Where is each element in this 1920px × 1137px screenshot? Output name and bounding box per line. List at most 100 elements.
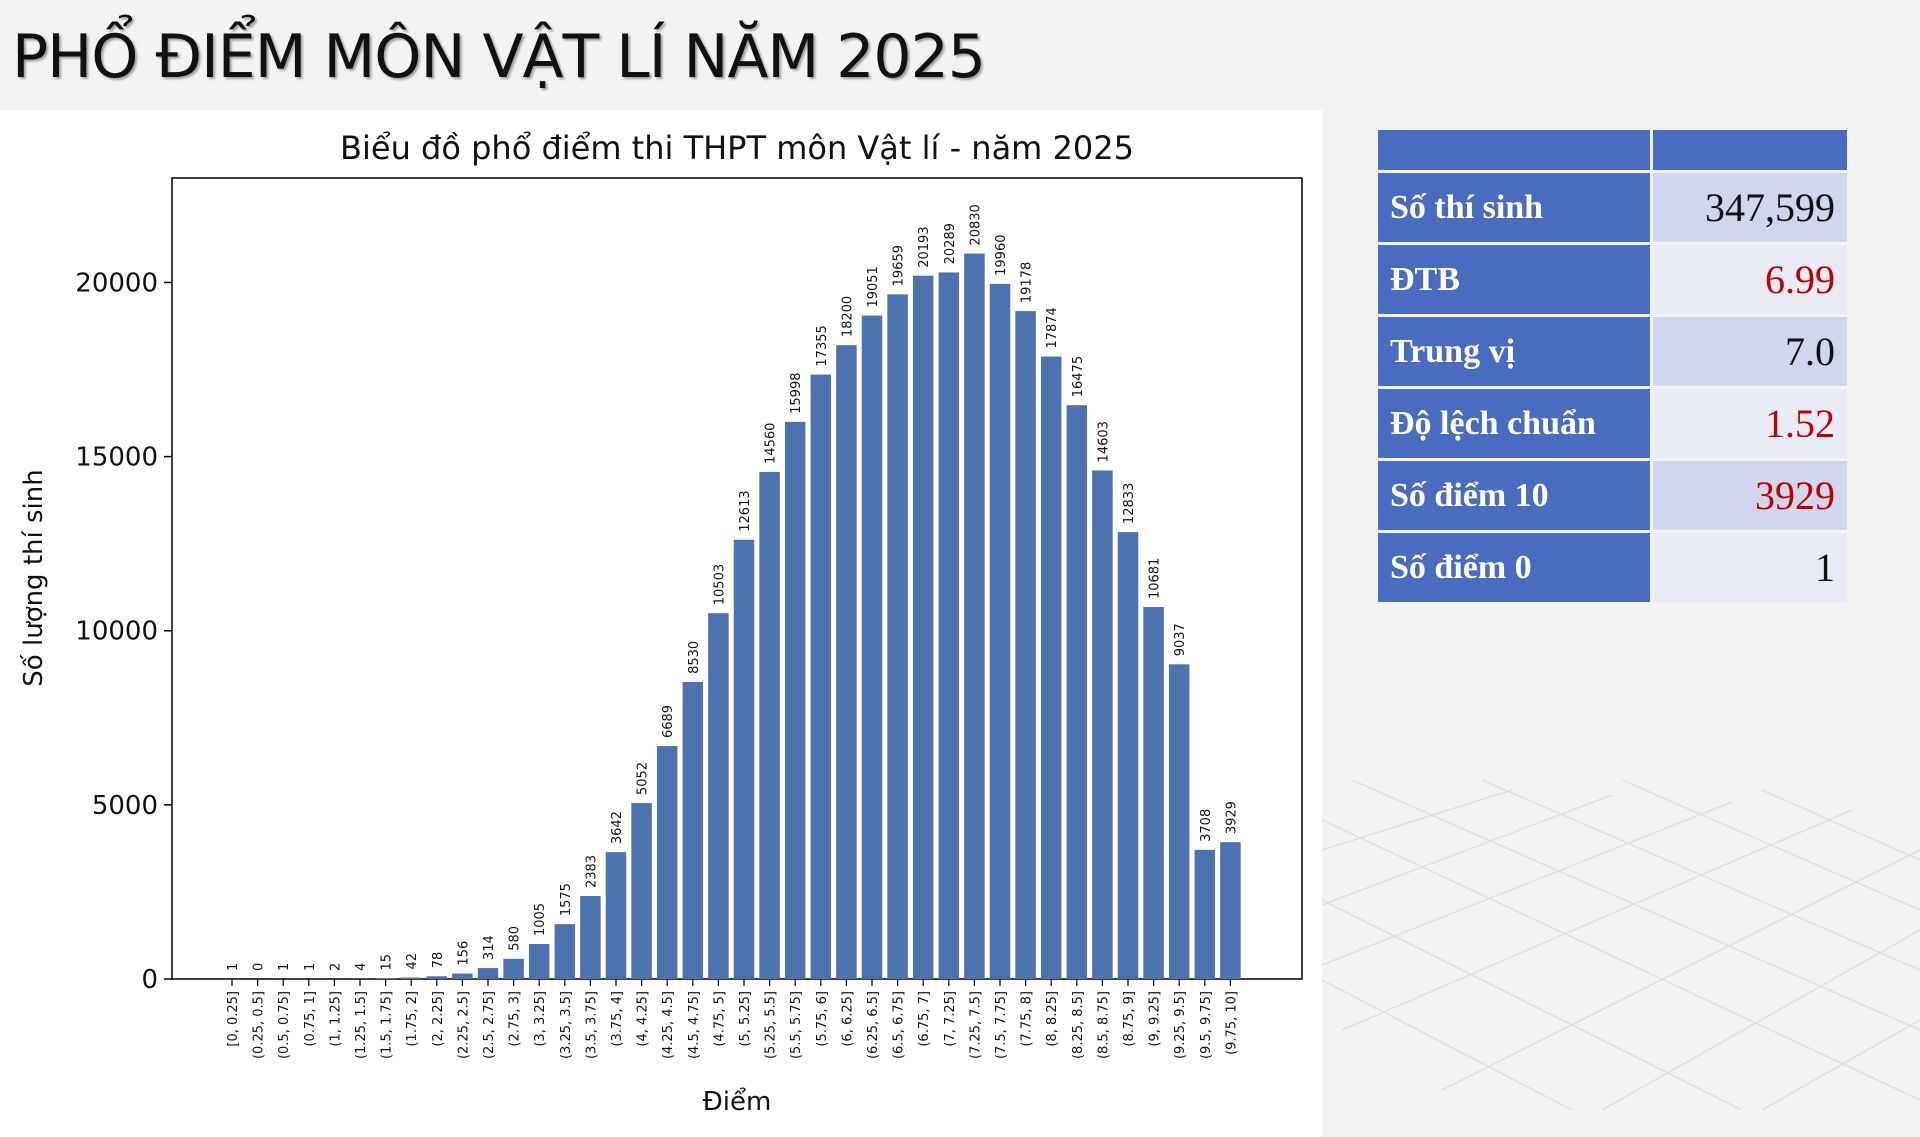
- stat-value: 6.99: [1653, 245, 1847, 314]
- bar-value-label: 1: [277, 963, 292, 971]
- bar: [452, 973, 473, 979]
- bar: [887, 294, 908, 979]
- x-tick-label: (6, 6.25]: [840, 991, 855, 1047]
- x-tick-label: (2.5, 2.75]: [482, 991, 497, 1059]
- stat-value: 347,599: [1653, 173, 1847, 242]
- bar: [861, 315, 883, 979]
- bar-value-label: 2383: [584, 855, 599, 888]
- bar-value-label: 15: [380, 954, 395, 971]
- bar-value-label: 3929: [1224, 801, 1239, 834]
- page-title: PHỔ ĐIỂM MÔN VẬT LÍ NĂM 2025: [12, 22, 986, 92]
- x-tick-label: (0.75, 1]: [303, 991, 318, 1047]
- bar-value-label: 12833: [1122, 483, 1137, 524]
- y-tick-label: 5000: [92, 791, 158, 821]
- bar-value-label: 156: [456, 941, 471, 966]
- bar: [631, 803, 652, 979]
- x-tick-label: (3, 3.25]: [533, 991, 548, 1047]
- bar-value-label: 10681: [1148, 558, 1163, 599]
- bar: [682, 681, 704, 979]
- bar-value-label: 3642: [610, 811, 625, 844]
- x-tick-label: (8.75, 9]: [1122, 991, 1137, 1047]
- bar: [1066, 405, 1088, 979]
- bar: [836, 345, 857, 979]
- x-tick-label: (7.5, 7.75]: [994, 991, 1009, 1059]
- x-tick-label: (5, 5.25]: [738, 991, 753, 1047]
- stat-label: Trung vị: [1378, 317, 1650, 386]
- x-tick-label: (4, 4.25]: [636, 991, 651, 1047]
- x-tick-label: (1.75, 2]: [405, 991, 420, 1047]
- x-tick-label: (8, 8.25]: [1045, 991, 1060, 1047]
- x-tick-label: (4.25, 4.5]: [661, 991, 676, 1059]
- bar: [400, 977, 422, 979]
- bar-value-label: 14603: [1096, 421, 1111, 462]
- bar-value-label: 19178: [1020, 262, 1035, 303]
- bar-value-label: 9037: [1173, 623, 1188, 656]
- bar: [503, 958, 524, 979]
- bar-value-label: 2: [328, 963, 343, 971]
- chart-title: Biểu đồ phổ điểm thi THPT môn Vật lí - n…: [340, 129, 1134, 167]
- stat-label: Số điểm 0: [1378, 533, 1650, 602]
- bar-value-label: 18200: [840, 296, 855, 337]
- bar: [605, 852, 627, 979]
- x-tick-label: (5.25, 5.5]: [764, 991, 779, 1059]
- x-tick-label: (2.25, 2.5]: [456, 991, 471, 1059]
- x-tick-label: (7.75, 8]: [1020, 991, 1035, 1047]
- y-axis-label: Số lượng thí sinh: [19, 469, 49, 686]
- bar-value-label: 4: [354, 963, 369, 971]
- bar-value-label: 17355: [815, 325, 830, 366]
- bar-value-labels: 1 0 1 1 2 4 15 42 78 156 314 580 1005 1575 2383 3642 505…: [226, 204, 1239, 971]
- bar-value-label: 6689: [661, 705, 676, 738]
- stats-row: Trung vị 7.0: [1378, 317, 1847, 386]
- stat-label: Độ lệch chuẩn: [1378, 389, 1650, 458]
- x-tick-label: (6.5, 6.75]: [892, 991, 907, 1059]
- bar: [1015, 311, 1036, 979]
- x-tick-label: (8.25, 8.5]: [1071, 991, 1086, 1059]
- bar-value-label: 16475: [1071, 356, 1086, 397]
- bar: [708, 613, 729, 979]
- bar-value-label: 12613: [738, 490, 753, 531]
- x-tick-label: (2.75, 3]: [508, 991, 523, 1047]
- bar-value-label: 0: [252, 963, 267, 971]
- x-tick-label: (9, 9.25]: [1148, 991, 1163, 1047]
- bar-value-label: 1575: [559, 883, 574, 916]
- bar-value-label: 5052: [636, 762, 651, 795]
- bar-value-label: 1: [226, 963, 241, 971]
- bar: [528, 943, 550, 979]
- bar: [1143, 607, 1164, 979]
- x-tick-label: (6.25, 6.5]: [866, 991, 881, 1059]
- bar-value-label: 14560: [764, 423, 779, 464]
- bar: [1092, 470, 1113, 979]
- stats-row: Độ lệch chuẩn 1.52: [1378, 389, 1847, 458]
- bar: [1117, 532, 1139, 979]
- bar: [964, 253, 985, 979]
- stat-value: 3929: [1653, 461, 1847, 530]
- x-tick-label: (6.75, 7]: [917, 991, 932, 1047]
- bar-value-label: 17874: [1045, 307, 1060, 348]
- bar: [759, 471, 780, 979]
- bar-value-label: 3708: [1199, 809, 1214, 842]
- stat-value: 7.0: [1653, 317, 1847, 386]
- bar: [1040, 356, 1062, 979]
- stats-row: Số điểm 10 3929: [1378, 461, 1847, 530]
- y-tick-label: 0: [141, 965, 158, 995]
- x-tick-label: (9.25, 9.5]: [1173, 991, 1188, 1059]
- bar: [733, 539, 755, 979]
- stats-row: Số điểm 0 1: [1378, 533, 1847, 602]
- stat-value: 1.52: [1653, 389, 1847, 458]
- x-tick-label: (3.25, 3.5]: [559, 991, 574, 1059]
- x-axis: [0, 0.25] (0.25, 0.5] (0.5, 0.75] (0.75, 1]…: [226, 979, 1239, 1059]
- bar: [938, 272, 960, 979]
- stats-header-row: [1378, 130, 1847, 170]
- bar-value-label: 20193: [917, 226, 932, 267]
- bar-value-label: 19051: [866, 266, 881, 307]
- x-tick-label: (1, 1.25]: [328, 991, 343, 1047]
- x-tick-label: (4.75, 5]: [712, 991, 727, 1047]
- y-tick-label: 20000: [75, 268, 158, 298]
- bar: [554, 924, 576, 979]
- bar-value-label: 20830: [968, 204, 983, 245]
- bar-value-label: 314: [482, 935, 497, 960]
- x-tick-label: (0.5, 0.75]: [277, 991, 292, 1059]
- x-tick-label: (4.5, 4.75]: [687, 991, 702, 1059]
- x-tick-label: (0.25, 0.5]: [252, 991, 267, 1059]
- x-tick-label: (3.5, 3.75]: [584, 991, 599, 1059]
